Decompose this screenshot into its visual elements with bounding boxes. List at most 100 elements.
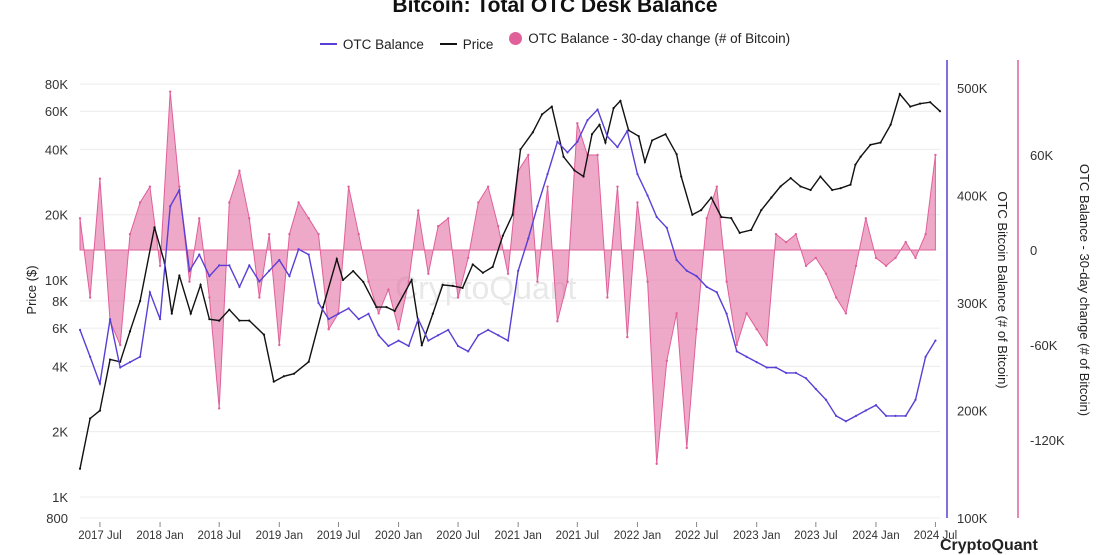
y-left-tick-label: 20K	[45, 208, 68, 223]
data-point-otc-balance	[834, 414, 838, 417]
data-point-otc-change	[884, 264, 888, 268]
data-point-price	[128, 330, 132, 333]
data-point-price	[352, 269, 355, 273]
data-point-price	[710, 196, 713, 199]
data-point-price	[573, 169, 576, 172]
legend-label: OTC Balance - 30-day change (# of Bitcoi…	[528, 31, 791, 46]
series-lines	[78, 92, 942, 470]
data-point-otc-change	[814, 256, 818, 260]
data-point-otc-balance	[148, 291, 152, 294]
data-point-otc-balance	[477, 334, 480, 337]
data-point-price	[307, 360, 310, 363]
data-point-otc-change	[407, 280, 410, 283]
data-point-price	[511, 213, 514, 216]
data-point-otc-balance	[158, 318, 162, 321]
data-point-price	[540, 113, 544, 116]
data-point-otc-balance	[397, 339, 400, 342]
data-point-price	[501, 234, 504, 237]
x-tick-label: 2022 Jul	[675, 530, 718, 542]
data-point-price	[341, 278, 345, 282]
chart-title: Bitcoin: Total OTC Desk Balance	[392, 0, 718, 17]
axes: 80K 60K 40K 20K 10K 8K 6K 4K 2K 1K 800 2017 Jul 2018…	[24, 60, 1092, 542]
data-point-otc-balance	[894, 414, 897, 417]
data-point-otc-change	[307, 217, 310, 220]
data-point-price	[420, 344, 423, 347]
data-point-price	[272, 380, 275, 383]
data-point-otc-change	[278, 343, 281, 347]
data-point-otc-change	[566, 280, 569, 283]
data-point-price	[375, 306, 378, 309]
data-point-price	[799, 185, 802, 188]
data-point-price	[849, 183, 852, 186]
gridlines	[80, 83, 940, 519]
y-right1-tick-label: 200K	[957, 404, 988, 419]
data-point-otc-balance	[874, 404, 878, 407]
legend-item-otc-change[interactable]: OTC Balance - 30-day change (# of Bitcoi…	[509, 31, 790, 46]
data-point-price	[859, 155, 862, 158]
data-point-otc-change	[546, 185, 549, 188]
data-point-price	[582, 175, 585, 178]
data-point-price	[809, 188, 812, 192]
data-point-otc-change	[655, 462, 658, 465]
data-point-otc-balance	[427, 339, 430, 342]
data-point-price	[789, 176, 792, 180]
data-point-otc-balance	[506, 339, 510, 342]
legend-item-price[interactable]: Price	[439, 37, 493, 52]
data-point-price	[612, 107, 615, 110]
data-point-otc-change	[188, 280, 191, 283]
data-point-otc-change	[497, 225, 500, 228]
data-point-price	[590, 133, 594, 136]
legend-item-otc-balance[interactable]: OTC Balance	[319, 37, 424, 52]
data-point-otc-change	[357, 232, 360, 236]
data-point-price	[471, 263, 474, 266]
y-right2-tick-label: 0	[1030, 243, 1037, 258]
y-right1-tick-label: 500K	[957, 81, 988, 96]
legend-line-icon	[319, 43, 337, 45]
data-point-otc-change	[78, 217, 82, 220]
data-point-price	[750, 228, 753, 232]
data-point-otc-balance	[824, 398, 828, 401]
data-point-otc-change	[416, 209, 420, 212]
data-point-otc-change	[576, 122, 579, 125]
data-point-otc-change	[297, 201, 300, 204]
y-right2-axis-label: OTC Balance - 30-day change (# of Bitcoi…	[1077, 164, 1092, 416]
data-point-price	[720, 216, 723, 219]
data-point-price	[889, 123, 892, 126]
data-point-otc-balance	[536, 205, 539, 208]
data-point-otc-balance	[745, 355, 748, 358]
data-point-otc-change	[695, 327, 698, 331]
data-point-otc-change	[118, 343, 122, 347]
data-point-price	[550, 105, 553, 108]
x-tick-label: 2020 Jan	[375, 530, 422, 542]
data-point-otc-change	[486, 185, 490, 188]
data-point-otc-balance	[188, 269, 191, 272]
data-point-price	[248, 319, 251, 322]
data-point-otc-change	[267, 232, 271, 236]
data-point-otc-balance	[586, 119, 589, 122]
data-point-otc-balance	[208, 275, 211, 278]
data-point-otc-change	[626, 335, 629, 339]
data-point-otc-change	[208, 296, 211, 299]
x-tick-label: 2017 Jul	[78, 530, 121, 542]
data-point-otc-change	[854, 264, 858, 268]
data-point-otc-balance	[844, 420, 847, 423]
data-point-otc-change	[745, 312, 748, 315]
data-point-price	[604, 141, 607, 144]
data-point-otc-balance	[814, 387, 817, 391]
data-point-otc-change	[288, 232, 291, 236]
data-point-price	[481, 271, 484, 274]
y-left-axis-label: Price ($)	[24, 265, 39, 314]
data-point-otc-balance	[904, 414, 907, 417]
data-point-otc-balance	[357, 318, 360, 321]
data-point-otc-balance	[755, 361, 758, 364]
data-point-otc-change	[715, 185, 719, 188]
data-point-otc-balance	[527, 237, 530, 240]
data-point-otc-balance	[626, 129, 629, 133]
y-right1-tick-label: 100K	[957, 511, 988, 526]
x-tick-label: 2023 Jul	[794, 530, 837, 542]
data-point-otc-balance	[218, 264, 221, 267]
data-point-otc-change	[317, 232, 320, 236]
data-point-otc-balance	[248, 264, 251, 267]
data-point-otc-change	[387, 288, 390, 291]
data-point-price	[675, 153, 678, 156]
